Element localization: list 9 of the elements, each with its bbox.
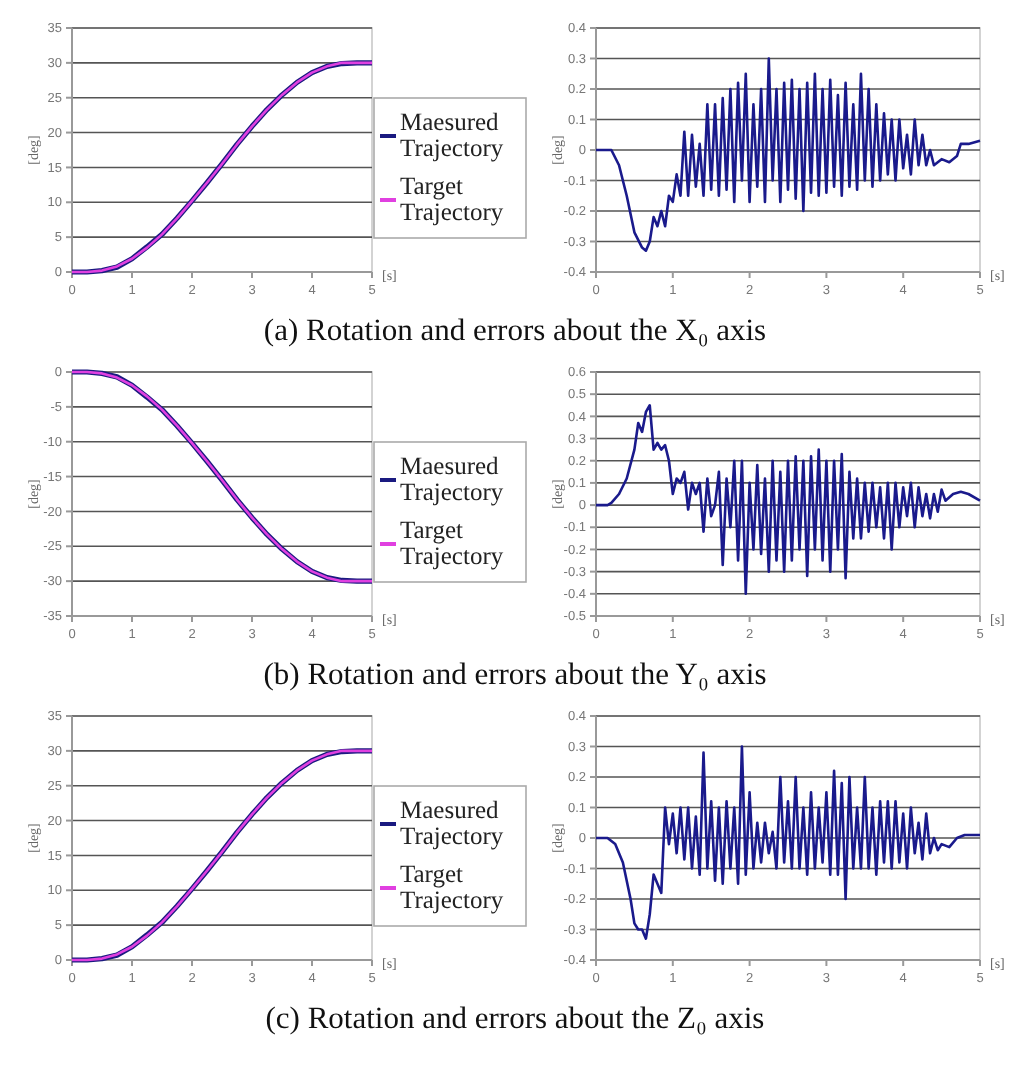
legend-label: Maesured Trajectory — [400, 796, 505, 850]
text: (c) Rotation and errors about the Z₀ axis — [265, 1002, 765, 1036]
text: (a) Rotation and errors about the X₀ axis — [263, 314, 767, 348]
text: (b) Rotation and errors about the Y₀ axis — [263, 658, 767, 692]
legend-label: Target Trajectory — [400, 172, 505, 226]
legend-label: Target Trajectory — [400, 860, 505, 914]
legend-label: Maesured Trajectory — [400, 452, 505, 506]
legend-label: Maesured Trajectory — [400, 108, 505, 162]
legend-label: Target Trajectory — [400, 516, 505, 570]
